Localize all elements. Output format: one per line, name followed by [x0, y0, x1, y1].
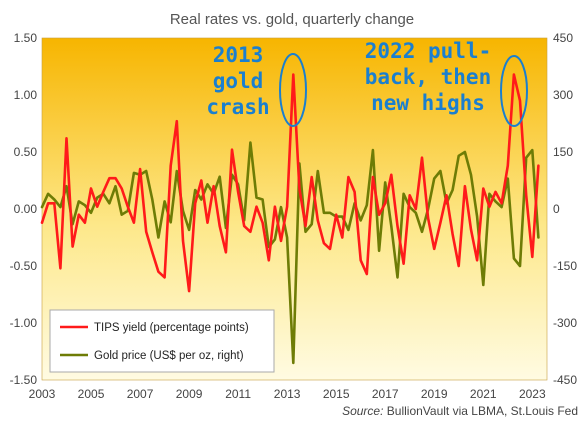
y2-tick-label: -450	[553, 373, 577, 387]
legend-label-tips-yield: TIPS yield (percentage points)	[94, 322, 249, 334]
x-tick-label: 2015	[323, 387, 350, 401]
x-tick-label: 2007	[127, 387, 154, 401]
y-axis-right: 450 300 150 0 -150 -300 -450	[553, 31, 577, 387]
x-tick-label: 2023	[519, 387, 546, 401]
y-tick-label: 1.00	[14, 88, 38, 102]
source-text: BullionVault via LBMA, St.Louis Fed	[387, 404, 578, 418]
x-tick-label: 2011	[225, 387, 251, 401]
source-note: Source: BullionVault via LBMA, St.Louis …	[342, 404, 578, 418]
x-tick-label: 2009	[176, 387, 203, 401]
annotation-2013-gold-crash: 2013 gold crash	[206, 43, 269, 119]
annotation-line: new highs	[371, 91, 485, 115]
y-tick-label: 0.00	[14, 202, 38, 216]
y-tick-label: 1.50	[14, 31, 38, 45]
x-tick-label: 2019	[421, 387, 448, 401]
annotation-line: 2022 pull-	[365, 39, 491, 63]
chart-title: Real rates vs. gold, quarterly change	[170, 11, 414, 28]
x-tick-label: 2003	[29, 387, 56, 401]
series-line-gold-price	[40, 141, 540, 365]
y-axis-left: 1.50 1.00 0.50 0.00 -0.50 -1.00 -1.50	[10, 31, 38, 387]
y-tick-label: 0.50	[14, 145, 38, 159]
y2-tick-label: -150	[553, 259, 577, 273]
series-line-tips-yield	[40, 73, 540, 293]
annotation-2013-circle	[279, 53, 307, 127]
x-tick-label: 2017	[372, 387, 399, 401]
annotation-line: back, then	[365, 65, 491, 89]
y2-tick-label: 450	[553, 31, 573, 45]
y-tick-label: -0.50	[10, 259, 38, 273]
source-label: Source:	[342, 404, 383, 418]
legend: TIPS yield (percentage points) Gold pric…	[49, 309, 275, 373]
y2-tick-label: 300	[553, 88, 573, 102]
y2-tick-label: 150	[553, 145, 573, 159]
annotation-2022-circle	[500, 55, 528, 127]
x-tick-label: 2013	[274, 387, 301, 401]
y-tick-label: -1.00	[10, 316, 38, 330]
x-tick-label: 2021	[470, 387, 497, 401]
legend-label-gold-price: Gold price (US$ per oz, right)	[94, 350, 244, 362]
y2-tick-label: 0	[553, 202, 560, 216]
y-tick-label: -1.50	[10, 373, 38, 387]
annotation-2022-pullback: 2022 pull-back, then new highs	[365, 39, 491, 115]
y2-tick-label: -300	[553, 316, 577, 330]
x-axis: 2003 2005 2007 2009 2011 2013 2015 2017 2019 2021…	[29, 387, 546, 401]
annotation-line: 2013	[213, 43, 264, 67]
x-tick-label: 2005	[78, 387, 105, 401]
legend-box	[49, 309, 275, 373]
series-lines	[40, 73, 540, 365]
annotation-line: crash	[206, 95, 269, 119]
annotations: 2013 gold crash 2022 pull-back, then new hi…	[206, 39, 528, 127]
annotation-line: gold	[213, 69, 264, 93]
